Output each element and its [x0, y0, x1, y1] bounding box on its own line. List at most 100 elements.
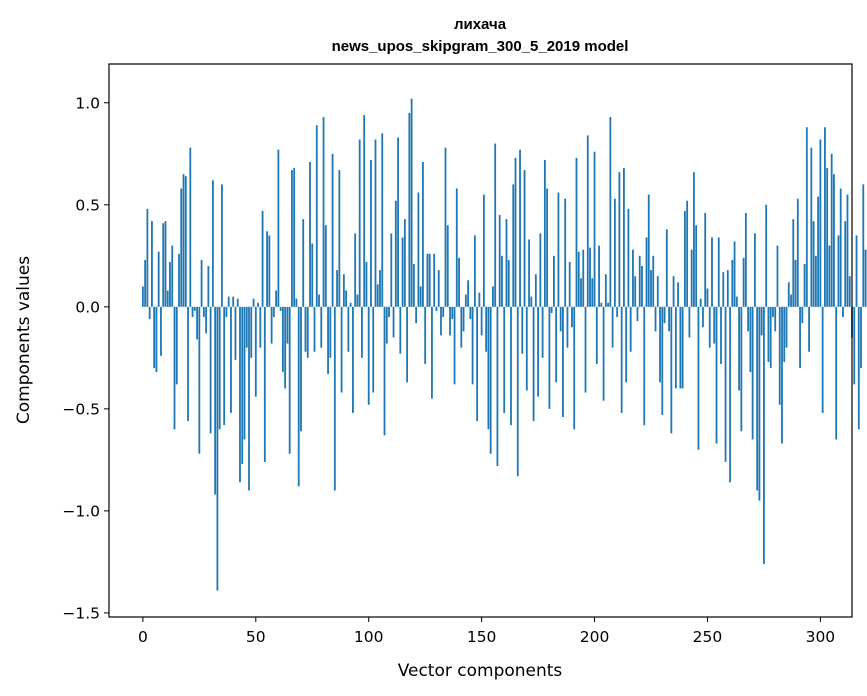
bar-component-77 — [315, 125, 318, 307]
bar-component-128 — [431, 306, 433, 399]
bar-component-315 — [853, 306, 856, 385]
bar-component-87 — [338, 170, 341, 307]
bar-component-1 — [144, 259, 147, 307]
bar-component-79 — [320, 306, 323, 348]
bar-component-152 — [485, 306, 488, 352]
bar-component-158 — [498, 215, 501, 307]
bar-component-155 — [492, 286, 494, 307]
bar-component-162 — [507, 259, 510, 307]
bar-component-242 — [688, 306, 691, 338]
bar-component-94 — [354, 233, 357, 307]
y-tick-label: −1.0 — [62, 502, 100, 520]
bar-component-31 — [211, 180, 214, 307]
bar-component-288 — [792, 219, 795, 307]
bar-component-37 — [225, 306, 228, 318]
bar-component-277 — [767, 306, 770, 362]
bar-component-51 — [257, 302, 259, 307]
bar-component-248 — [702, 306, 704, 328]
bar-component-240 — [683, 210, 686, 307]
bar-component-299 — [817, 196, 820, 307]
bar-component-160 — [503, 306, 506, 413]
bar-component-180 — [548, 306, 551, 409]
bar-component-185 — [559, 306, 562, 332]
bar-component-206 — [607, 302, 609, 307]
bar-component-265 — [740, 306, 743, 432]
bar-component-282 — [778, 306, 781, 405]
bar-component-307 — [835, 306, 838, 440]
bar-component-225 — [650, 270, 652, 307]
bar-component-29 — [207, 266, 210, 307]
bar-component-195 — [582, 249, 585, 307]
bar-component-27 — [202, 306, 205, 318]
bar-component-112 — [394, 200, 397, 307]
bar-component-57 — [270, 306, 273, 344]
bar-component-250 — [706, 288, 709, 307]
x-tick-label: 200 — [580, 628, 610, 646]
bar-component-204 — [602, 306, 605, 401]
bar-component-109 — [388, 306, 390, 318]
bar-component-10 — [164, 221, 167, 307]
bar-component-228 — [656, 276, 659, 307]
bar-component-47 — [248, 306, 250, 491]
bar-component-76 — [313, 306, 316, 352]
bar-component-124 — [422, 161, 424, 307]
bar-component-194 — [580, 278, 582, 307]
bar-component-200 — [593, 151, 596, 307]
bar-component-276 — [765, 204, 768, 307]
bar-component-212 — [620, 306, 623, 413]
bar-component-320 — [864, 249, 867, 307]
bar-component-308 — [837, 235, 840, 307]
bar-component-302 — [824, 127, 826, 307]
bar-component-19 — [184, 176, 187, 307]
bar-component-28 — [205, 306, 208, 334]
bar-component-196 — [584, 306, 587, 393]
bar-component-148 — [476, 306, 479, 422]
bar-component-30 — [209, 306, 212, 434]
bar-component-108 — [385, 306, 388, 344]
bar-component-236 — [674, 306, 677, 389]
bar-component-20 — [187, 306, 189, 422]
bar-component-279 — [772, 306, 774, 318]
bar-component-96 — [358, 139, 361, 307]
bar-component-292 — [801, 306, 804, 324]
bar-component-26 — [200, 259, 203, 307]
bar-component-254 — [715, 306, 718, 444]
bar-component-104 — [376, 284, 379, 307]
y-tick-label: 1.0 — [75, 94, 100, 112]
x-tick-label: 150 — [467, 628, 497, 646]
bar-component-137 — [451, 306, 454, 320]
bar-component-83 — [329, 306, 332, 358]
bar-component-280 — [774, 306, 777, 332]
bar-component-23 — [193, 306, 196, 311]
bar-component-100 — [367, 306, 370, 405]
bar-component-253 — [713, 306, 716, 344]
bar-component-165 — [514, 157, 517, 307]
bar-component-125 — [424, 306, 427, 364]
bar-component-52 — [259, 306, 262, 348]
bar-component-209 — [613, 198, 616, 307]
bar-component-102 — [372, 306, 375, 393]
bar-component-44 — [241, 306, 244, 464]
bar-component-262 — [733, 241, 736, 307]
plot-frame — [108, 63, 853, 618]
bar-component-283 — [781, 306, 783, 444]
bar-component-33 — [216, 306, 219, 591]
bar-component-161 — [505, 219, 508, 307]
bar-component-61 — [279, 306, 282, 311]
bar-component-15 — [175, 306, 178, 385]
bar-component-163 — [510, 306, 512, 426]
bar-component-98 — [363, 115, 366, 307]
bar-component-293 — [803, 263, 806, 307]
bar-component-49 — [252, 298, 255, 307]
bar-component-150 — [480, 306, 483, 336]
bar-component-42 — [236, 298, 239, 307]
bar-component-62 — [281, 306, 284, 373]
bar-component-310 — [842, 306, 844, 318]
bar-component-241 — [686, 200, 689, 307]
bar-component-218 — [634, 276, 637, 307]
bar-component-234 — [670, 306, 673, 434]
bar-component-301 — [821, 306, 824, 413]
bar-component-54 — [263, 306, 266, 462]
x-tick-label: 100 — [354, 628, 384, 646]
